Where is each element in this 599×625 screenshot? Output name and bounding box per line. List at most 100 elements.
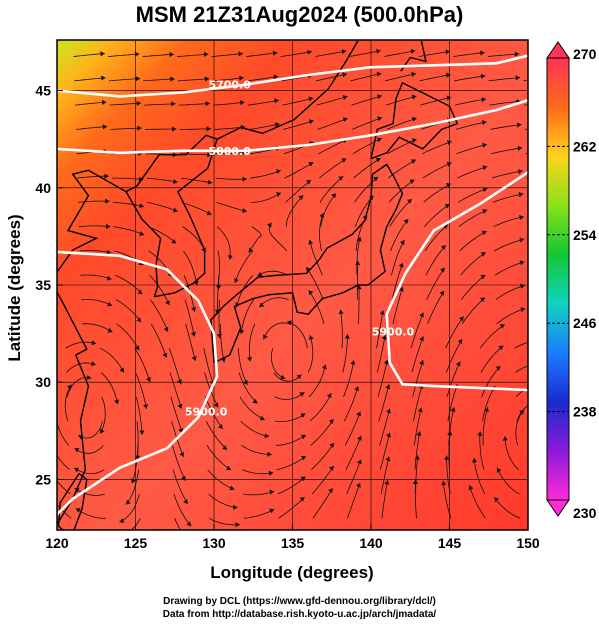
streamline-arrow <box>74 448 80 453</box>
streamline <box>74 445 104 454</box>
streamline-arrow <box>274 122 280 128</box>
contour-label: 5900.0 <box>185 405 228 418</box>
streamline <box>488 77 521 82</box>
streamline-arrow <box>446 183 452 188</box>
streamline <box>453 52 485 57</box>
streamline-arrow <box>321 364 327 370</box>
x-tick-label: 120 <box>45 535 69 551</box>
streamline-arrow <box>296 374 302 380</box>
streamline-arrow <box>419 360 424 366</box>
streamline <box>119 493 140 523</box>
streamline-arrow <box>134 345 140 351</box>
streamline-arrow <box>74 467 79 473</box>
streamline-arrow <box>165 300 170 306</box>
streamline <box>107 53 140 57</box>
streamline-arrow <box>264 433 270 439</box>
streamline-arrow <box>338 176 344 181</box>
streamline <box>110 127 142 130</box>
streamline-arrow <box>172 126 177 132</box>
streamline <box>384 50 416 57</box>
streamline-arrow <box>298 195 304 200</box>
streamline-arrow <box>481 120 487 126</box>
streamline <box>446 361 461 397</box>
streamline-arrow <box>240 100 245 106</box>
streamline-arrow <box>482 165 488 171</box>
streamline-arrow <box>239 329 245 335</box>
streamline-arrow <box>308 161 314 167</box>
streamline <box>172 469 189 505</box>
streamline <box>217 250 220 290</box>
streamline-arrow <box>472 457 478 463</box>
streamline <box>496 308 526 325</box>
coastlines <box>57 40 459 530</box>
streamline-arrow <box>457 339 463 345</box>
streamline-arrow <box>177 379 182 385</box>
streamline <box>78 200 110 203</box>
streamline <box>74 77 106 82</box>
streamline <box>421 141 452 155</box>
streamline <box>491 170 523 179</box>
streamline <box>147 202 178 212</box>
streamline-arrow <box>204 51 209 57</box>
streamline <box>352 117 383 130</box>
streamline-arrow <box>446 95 452 101</box>
streamline-arrow <box>287 320 292 326</box>
streamline <box>489 100 521 106</box>
streamline <box>412 359 424 397</box>
streamline <box>457 166 488 179</box>
x-tick-label: 125 <box>124 535 148 551</box>
streamline-arrow <box>482 187 488 193</box>
streamline-arrow <box>301 434 306 440</box>
streamline-arrow <box>306 267 311 272</box>
streamline-arrow <box>102 124 108 130</box>
streamline <box>246 76 279 82</box>
streamline-arrow <box>379 310 385 315</box>
streamline-arrow <box>100 51 105 57</box>
streamline-arrow <box>86 374 92 380</box>
streamline <box>216 226 231 260</box>
streamline <box>492 193 524 203</box>
streamline <box>318 158 347 179</box>
streamline <box>344 411 361 446</box>
streamline-arrow <box>206 210 212 216</box>
y-tick-label: 25 <box>35 471 51 487</box>
wind-streamlines <box>57 48 545 538</box>
streamline-arrow <box>170 76 175 82</box>
streamline-arrow <box>101 75 106 81</box>
streamline <box>143 78 175 82</box>
streamline <box>78 225 111 228</box>
streamline <box>66 362 96 373</box>
streamline-arrow <box>190 331 196 337</box>
x-tick-label: 150 <box>516 535 540 551</box>
streamline-arrow <box>381 334 387 340</box>
streamline-arrow <box>242 176 247 182</box>
colorbar: 270 262 254 246 238 230 <box>546 41 597 521</box>
streamline-arrow <box>517 145 523 151</box>
streamline-arrow <box>514 51 520 57</box>
streamline <box>424 224 449 252</box>
streamline-arrow <box>119 518 125 523</box>
streamline-arrow <box>114 533 118 538</box>
streamline-arrow <box>398 263 404 268</box>
streamline <box>515 365 528 373</box>
streamline <box>446 338 463 373</box>
streamline <box>77 175 109 179</box>
coastline <box>125 134 218 298</box>
streamline-arrow <box>274 98 279 104</box>
streamline <box>514 342 528 349</box>
streamline-arrow <box>541 338 545 343</box>
streamline-arrow <box>455 361 461 367</box>
colorbar-min-arrow <box>546 499 570 517</box>
streamline <box>250 170 281 179</box>
coastline <box>216 40 360 140</box>
streamline <box>205 420 228 450</box>
streamline-arrow <box>107 327 113 333</box>
streamline-arrow <box>276 169 281 175</box>
streamline-arrow <box>495 366 501 371</box>
streamline <box>454 75 486 82</box>
streamline <box>177 53 209 57</box>
streamline-arrow <box>162 352 168 358</box>
streamline-arrow <box>227 255 233 260</box>
streamline <box>169 372 182 409</box>
streamline-arrow <box>384 480 390 485</box>
